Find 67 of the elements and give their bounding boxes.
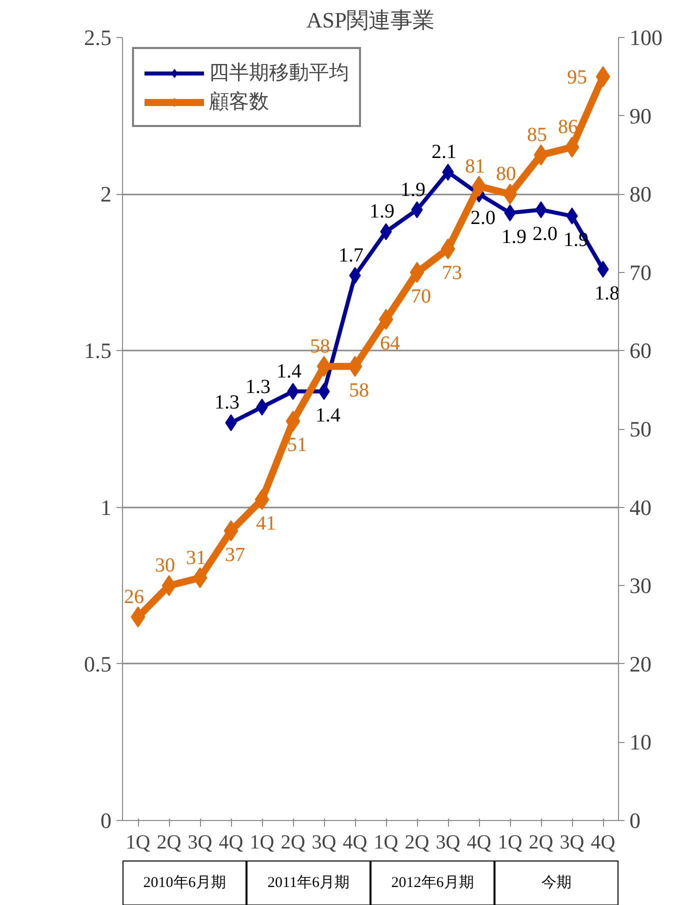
data-label: 51 [287, 434, 307, 456]
data-label: 58 [349, 379, 369, 402]
x-tick-label: 4Q [342, 832, 368, 854]
data-label: 26 [124, 586, 144, 608]
data-label: 41 [256, 512, 276, 534]
x-tick-label: 4Q [590, 832, 616, 854]
y2-tick-label: 40 [630, 494, 652, 520]
data-label: 37 [225, 544, 245, 566]
y-tick-label: 0.5 [84, 651, 112, 676]
x-tick-label: 3Q [312, 832, 337, 854]
x-tick-label: 1Q [498, 832, 523, 854]
y2-tick-label: 50 [630, 416, 652, 442]
chart-title: ASP関連事業 [306, 8, 435, 32]
x-tick-label: 3Q [188, 832, 213, 854]
data-label: 1.8 [594, 282, 620, 304]
x-tick-label: 2Q [404, 832, 430, 854]
y2-tick-label: 60 [630, 338, 652, 364]
data-label: 2.1 [432, 141, 456, 164]
data-label: 58 [310, 335, 330, 358]
data-label: 31 [186, 546, 206, 569]
x-tick-label: 3Q [436, 832, 461, 854]
y-tick-label: 1 [100, 494, 112, 520]
text: 2011年6月期 [268, 874, 350, 891]
data-label: 2.0 [470, 207, 496, 230]
y-tick-label: 1.5 [84, 338, 112, 364]
y2-tick-label: 0 [630, 808, 640, 833]
y2-tick-label: 30 [630, 573, 652, 598]
y-tick-label: 0 [100, 808, 112, 833]
text: 2010年6月期 [143, 874, 226, 891]
legend-label: 顧客数 [209, 90, 269, 115]
data-label: 1.4 [276, 360, 302, 382]
x-tick-label: 1Q [250, 832, 275, 854]
y2-tick-label: 80 [630, 182, 652, 207]
text: 今期 [542, 874, 572, 891]
x-tick-label: 2Q [156, 832, 182, 854]
y2-tick-label: 100 [630, 25, 662, 50]
data-label: 1.3 [246, 376, 270, 398]
x-tick-label: 1Q [374, 832, 399, 854]
data-label: 81 [465, 155, 485, 178]
data-label: 70 [411, 285, 431, 308]
data-label: 80 [496, 163, 516, 186]
y2-tick-label: 70 [630, 260, 652, 285]
x-tick-label: 4Q [218, 832, 244, 854]
data-label: 85 [527, 124, 547, 146]
data-label: 1.9 [400, 178, 426, 201]
y-tick-label: 2.5 [84, 25, 112, 50]
data-label: 95 [567, 66, 587, 89]
data-label: 1.7 [338, 244, 364, 267]
data-label: 1.9 [502, 226, 526, 248]
x-tick-label: 2Q [528, 832, 554, 854]
x-tick-label: 4Q [466, 832, 492, 854]
y2-tick-label: 20 [630, 651, 652, 676]
data-label: 1.3 [214, 392, 240, 414]
y2-tick-label: 90 [630, 103, 652, 128]
y-tick-label: 2 [100, 182, 112, 207]
x-tick-label: 2Q [280, 832, 306, 854]
data-label: 30 [155, 554, 175, 577]
data-label: 64 [380, 332, 400, 354]
data-label: 73 [442, 262, 462, 284]
data-label: 2.0 [532, 222, 558, 245]
legend-label: 四半期移動平均 [209, 61, 349, 86]
x-tick-label: 3Q [560, 832, 585, 854]
y2-tick-label: 10 [630, 730, 652, 755]
data-label: 1.9 [370, 200, 394, 223]
data-label: 1.4 [316, 404, 340, 426]
text: 2012年6月期 [391, 874, 474, 891]
x-tick-label: 1Q [126, 832, 151, 854]
